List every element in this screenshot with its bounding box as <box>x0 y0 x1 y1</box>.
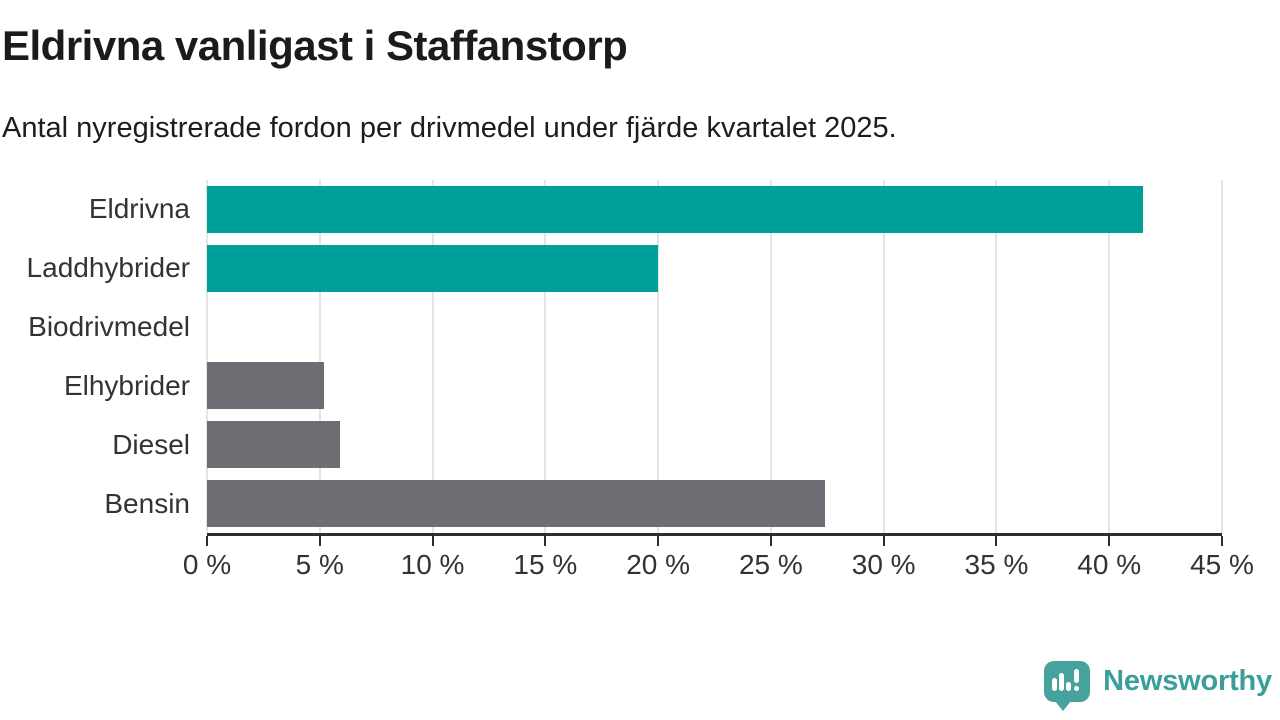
chart-subtitle: Antal nyregistrerade fordon per drivmede… <box>2 112 897 144</box>
axis-tick <box>544 536 547 546</box>
gridline <box>318 180 321 533</box>
axis-tick-label: 0 % <box>182 549 232 580</box>
y-axis-labels: Eldrivna Laddhybrider Biodrivmedel Elhybrid… <box>0 180 190 533</box>
axis-tick <box>1108 536 1111 546</box>
category-label-diesel: Diesel <box>112 428 190 460</box>
axis-tick <box>206 536 208 546</box>
gridline <box>657 180 660 533</box>
axis-tick-label: 5 % <box>295 549 344 580</box>
logo-chart-bar-icon <box>1059 673 1065 691</box>
chart-title: Eldrivna vanligast i Staffanstorp <box>2 22 628 69</box>
gridline <box>1221 180 1223 533</box>
gridline <box>206 180 208 533</box>
gridline <box>995 180 998 533</box>
bar-laddhybrider <box>207 244 659 292</box>
logo-chart-bar-icon <box>1066 682 1072 691</box>
plot-area <box>206 180 1223 536</box>
axis-tick-label: 20 % <box>626 549 691 580</box>
axis-tick <box>1221 536 1223 546</box>
x-axis: 0 % 5 % 10 % 15 % 20 % 25 % 30 % 35 % 40 % 45 % <box>183 536 1254 596</box>
axis-tick-label: 10 % <box>400 549 465 580</box>
axis-tick-label: 45 % <box>1190 549 1254 580</box>
logo-exclamation-dot-icon <box>1074 686 1080 691</box>
logo-exclamation-icon <box>1074 669 1080 683</box>
axis-tick-label: 15 % <box>513 549 578 580</box>
category-label-eldrivna: Eldrivna <box>88 193 190 225</box>
category-label-bensin: Bensin <box>104 487 190 519</box>
bar-bensin <box>207 480 826 528</box>
newsworthy-logo: Newsworthy <box>1044 661 1272 711</box>
gridline <box>769 180 772 533</box>
logo-chart-bar-icon <box>1052 678 1058 691</box>
gridline <box>544 180 547 533</box>
newsworthy-logo-text: Newsworthy <box>1103 665 1272 697</box>
axis-tick-label: 35 % <box>964 549 1029 580</box>
category-label-biodrivmedel: Biodrivmedel <box>28 311 190 343</box>
gridline <box>431 180 434 533</box>
axis-tick-label: 30 % <box>851 549 916 580</box>
axis-tick-label: 40 % <box>1077 549 1142 580</box>
newsworthy-speech-bubble-icon <box>1044 661 1091 711</box>
gridline <box>1108 180 1111 533</box>
gridline <box>882 180 885 533</box>
axis-tick <box>882 536 885 546</box>
bar-eldrivna <box>207 185 1144 233</box>
axis-tick <box>318 536 321 546</box>
axis-tick <box>995 536 998 546</box>
axis-tick-label: 25 % <box>738 549 803 580</box>
axis-tick <box>657 536 660 546</box>
axis-tick <box>431 536 434 546</box>
category-label-laddhybrider: Laddhybrider <box>26 252 190 284</box>
axis-tick <box>769 536 772 546</box>
bar-diesel <box>207 421 341 469</box>
category-label-elhybrider: Elhybrider <box>63 369 190 401</box>
bar-elhybrider <box>207 362 325 410</box>
